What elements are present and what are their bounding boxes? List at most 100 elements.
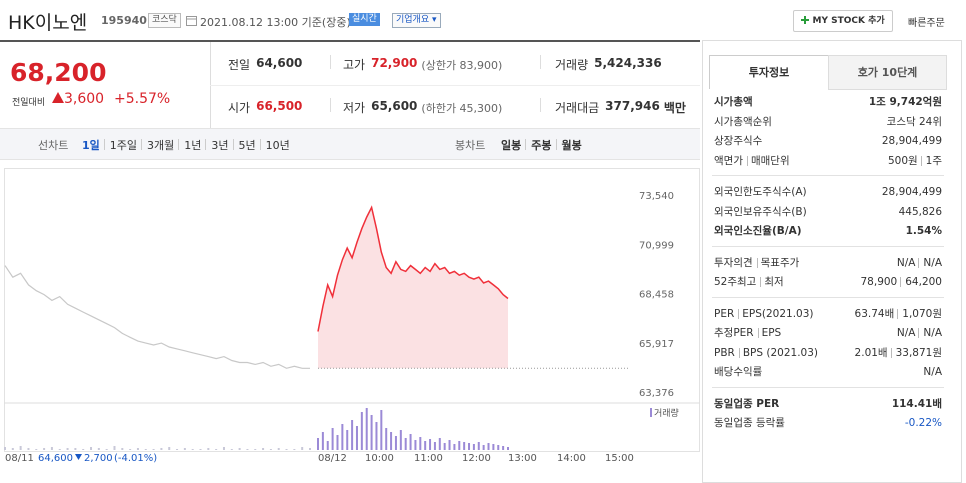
volume-bar	[121, 448, 124, 450]
info-value: 78,900	[860, 276, 898, 288]
period-tab[interactable]: 3년	[211, 139, 229, 152]
tab-sep	[103, 139, 105, 150]
info-label: 외국인보유주식수(B)	[714, 205, 807, 218]
volume-bar	[497, 445, 500, 450]
volume-bar	[293, 449, 296, 450]
info-value: -0.22%	[904, 417, 942, 429]
info-label: 목표주가	[760, 256, 800, 269]
value-sep	[900, 277, 902, 287]
volume-bar	[419, 437, 422, 450]
price-chart: 73,540 70,999 68,458 65,917 63,376 거래량 08/11 08…	[4, 168, 700, 464]
tab-sep	[178, 139, 180, 150]
volume-bar	[215, 449, 218, 450]
volume-bar	[492, 444, 495, 450]
volume-bar	[482, 445, 485, 450]
mystock-button[interactable]: MY STOCK 추가	[793, 10, 893, 32]
info-value: N/A	[923, 327, 942, 339]
volume-bar	[43, 448, 46, 450]
volume-bar	[365, 408, 368, 450]
label-sep	[738, 347, 740, 358]
info-value: 33,871원	[895, 346, 942, 359]
info-row: PER EPS(2021.03) 1,070원 63.74배	[714, 305, 942, 323]
stat-value: 377,946	[605, 99, 660, 113]
volume-bar	[19, 446, 22, 450]
period-tab[interactable]: 3개월	[147, 139, 175, 152]
info-label: EPS	[761, 327, 782, 339]
volume-bar	[409, 434, 412, 450]
prev-pct: (-4.01%)	[114, 453, 157, 464]
volume-bar	[341, 424, 344, 450]
x-tick-label: 11:00	[414, 453, 443, 464]
volume-bar	[385, 428, 388, 450]
volume-bar	[331, 428, 334, 450]
period-tab[interactable]: 1주일	[109, 139, 138, 152]
candle-tab[interactable]: 주봉	[531, 139, 552, 152]
info-value: 28,904,499	[881, 186, 942, 198]
x-tick-label: 08/11	[5, 453, 34, 464]
stat-label: 시가	[228, 101, 251, 115]
volume-bar	[443, 443, 446, 450]
info-label: 최저	[764, 276, 784, 288]
change-percent: +5.57%	[114, 91, 171, 107]
stat-value: 72,900	[371, 56, 418, 70]
realtime-badge: 실시간	[349, 13, 380, 26]
volume-bar	[414, 440, 417, 450]
prev-change: 2,700	[84, 453, 113, 464]
overview-dropdown[interactable]: 기업개요 ▾	[392, 13, 441, 28]
info-label: PER	[714, 307, 735, 320]
volume-bar	[404, 438, 407, 450]
info-label: 추정PER	[714, 327, 754, 339]
info-tab[interactable]: 호가 10단계	[828, 55, 947, 90]
info-tab-active[interactable]: 투자정보	[709, 55, 829, 89]
volume-bar	[285, 449, 288, 450]
price-area	[318, 207, 508, 369]
x-tick-label: 15:00	[605, 453, 634, 464]
volume-bar	[66, 448, 69, 450]
quick-order[interactable]: 빠른주문	[908, 18, 945, 29]
stock-code: 195940	[101, 14, 147, 27]
tab-sep	[525, 139, 527, 150]
candle-tab[interactable]: 월봉	[561, 139, 582, 152]
info-label: 외국인한도주식수(A)	[714, 186, 807, 198]
info-value: 1.54%	[905, 225, 942, 237]
plot-frame	[4, 168, 700, 452]
stat-label: 거래대금	[555, 101, 600, 115]
volume-bar	[380, 410, 383, 450]
group-sep	[712, 296, 944, 298]
tab-sep	[141, 139, 143, 150]
stat-label: 거래량	[555, 58, 589, 72]
period-tab[interactable]: 5년	[238, 139, 256, 152]
volume-bar	[399, 430, 402, 450]
period-tab[interactable]: 10년	[265, 139, 290, 152]
candle-chart-label: 봉차트	[455, 139, 486, 152]
info-value: 28,904,499	[881, 135, 942, 147]
change-label: 전일대비	[12, 98, 46, 108]
info-label: 액면가	[714, 154, 743, 167]
volume-bar	[74, 448, 77, 450]
stat-unit: 백만	[663, 101, 686, 115]
volume-bar	[351, 420, 354, 450]
volume-bar	[463, 442, 466, 450]
info-label: 시가총액순위	[714, 115, 772, 128]
timestamp: 2021.08.12 13:00 기준(장중)	[200, 16, 351, 29]
x-tick-label: 12:00	[462, 453, 491, 464]
stat-value: 66,500	[256, 99, 303, 113]
volume-bar	[277, 448, 280, 450]
volume-bar	[502, 446, 505, 450]
line-chart-label: 선차트	[38, 139, 69, 152]
stat-value: 5,424,336	[594, 56, 662, 70]
period-tab[interactable]: 1년	[184, 139, 202, 152]
volume-bar	[394, 436, 397, 450]
stat-extra: (상한가 83,900)	[421, 59, 503, 72]
info-value: 64,200	[905, 276, 942, 288]
candle-tab[interactable]: 일봉	[501, 139, 522, 152]
volume-bar	[246, 449, 249, 450]
price-line	[317, 205, 509, 332]
market-badge: 코스닥	[148, 13, 181, 28]
info-row: 외국인보유주식수(B) 445,826	[714, 203, 942, 221]
volume-bar	[4, 447, 6, 450]
volume-bar	[113, 446, 116, 450]
volume-bar	[58, 449, 61, 450]
info-row: 동일업종 PER 114.41배	[714, 395, 942, 413]
period-tab[interactable]: 1일	[82, 139, 100, 152]
